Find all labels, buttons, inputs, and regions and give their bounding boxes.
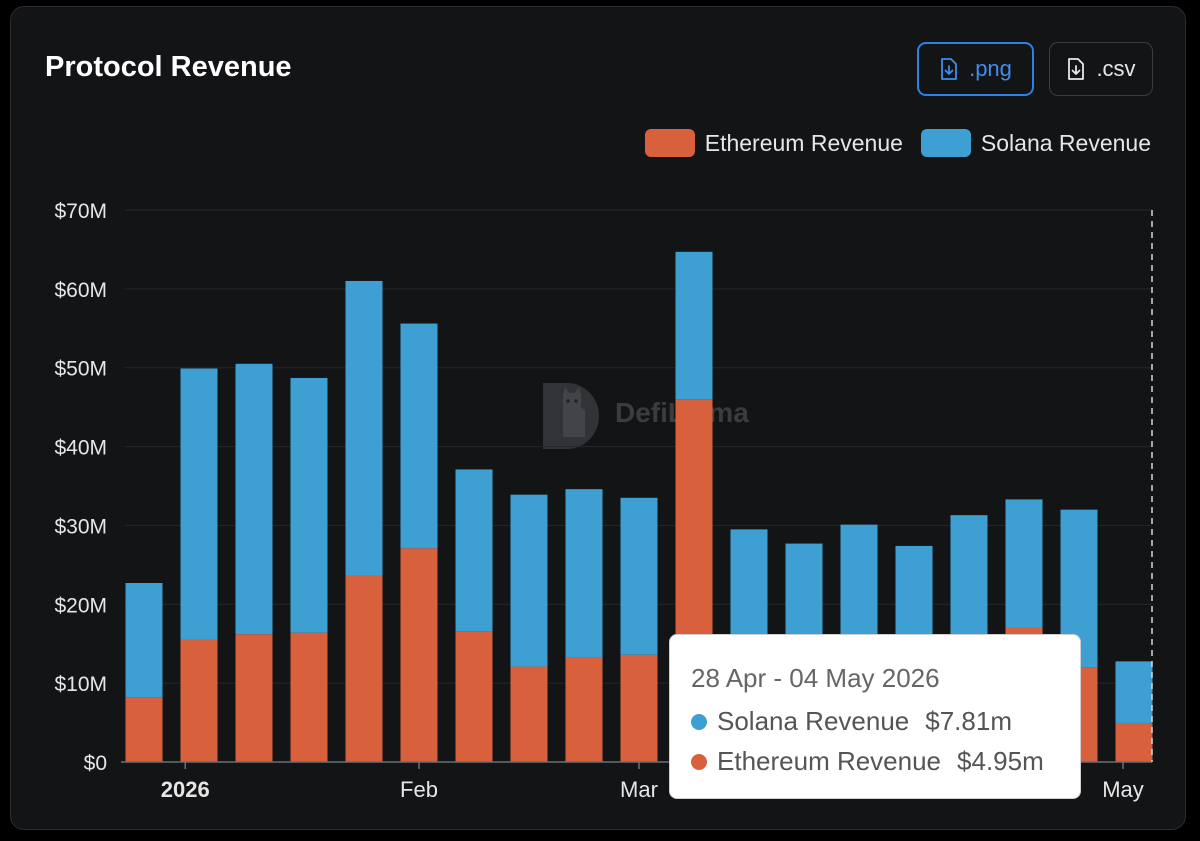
legend-swatch-ethereum [644,129,695,157]
bar-ethereum [620,654,658,762]
chart-legend: Ethereum Revenue Solana Revenue [644,129,1151,157]
y-tick-label: $70M [54,200,107,223]
png-label: .png [969,56,1012,81]
download-csv-button[interactable]: .csv [1049,42,1153,96]
bar-ethereum [345,575,383,762]
bar-ethereum [290,632,328,762]
llama-logo-icon [543,383,599,449]
bar-solana [400,323,438,549]
legend-item-ethereum[interactable]: Ethereum Revenue [644,129,903,157]
bar-ethereum [235,634,273,762]
bar-ethereum [180,638,218,762]
bar-solana [1115,661,1153,723]
bar-solana [455,469,493,632]
y-tick-label: $60M [54,279,107,302]
bar-solana [510,494,548,667]
chart-tooltip: 28 Apr - 04 May 2026 Solana Revenue $7.8… [669,634,1081,799]
bar-solana [675,251,713,400]
legend-item-solana[interactable]: Solana Revenue [920,129,1151,157]
file-download-icon [941,58,957,80]
bar-solana [180,368,218,639]
chart-title: Protocol Revenue [45,51,292,83]
bar-ethereum [125,697,163,762]
bar-ethereum [400,548,438,762]
bar-ethereum [1115,722,1153,762]
download-png-button[interactable]: .png [917,42,1034,96]
file-download-icon [1068,58,1085,80]
tooltip-dot-ethereum [691,753,707,770]
y-tick-label: $10M [54,673,107,696]
tooltip-value-solana: $7.81m [925,706,1012,736]
y-tick-label: $20M [54,594,107,617]
x-tick-label: May [1102,777,1144,802]
bar-ethereum [455,631,493,762]
bar-ethereum [510,666,548,762]
legend-label-ethereum: Ethereum Revenue [704,129,903,156]
bar-solana [565,489,603,658]
bar-ethereum [565,657,603,762]
csv-label: .csv [1096,56,1136,81]
legend-label-solana: Solana Revenue [980,129,1151,156]
bar-solana [1005,499,1043,628]
x-tick-label: Feb [400,777,438,802]
x-tick-label: Mar [620,777,658,802]
bar-solana [125,582,163,698]
bar-solana [620,497,658,655]
tooltip-row-solana: Solana Revenue $7.81m [691,706,1080,737]
bar-solana [345,280,383,576]
tooltip-value-ethereum: $4.95m [957,746,1044,776]
y-tick-label: $50M [54,358,107,381]
tooltip-date: 28 Apr - 04 May 2026 [691,663,940,693]
tooltip-dot-solana [691,713,707,730]
legend-swatch-solana [920,129,971,157]
tooltip-row-ethereum: Ethereum Revenue $4.95m [691,746,1080,777]
tooltip-label-ethereum: Ethereum Revenue [717,746,942,776]
x-tick-label: 2026 [161,777,210,802]
y-tick-label: $40M [54,437,107,460]
bar-solana [235,363,273,635]
tooltip-label-solana: Solana Revenue [717,706,910,736]
y-tick-label: $0 [84,752,107,775]
bar-solana [290,377,328,633]
y-tick-label: $30M [54,515,107,538]
